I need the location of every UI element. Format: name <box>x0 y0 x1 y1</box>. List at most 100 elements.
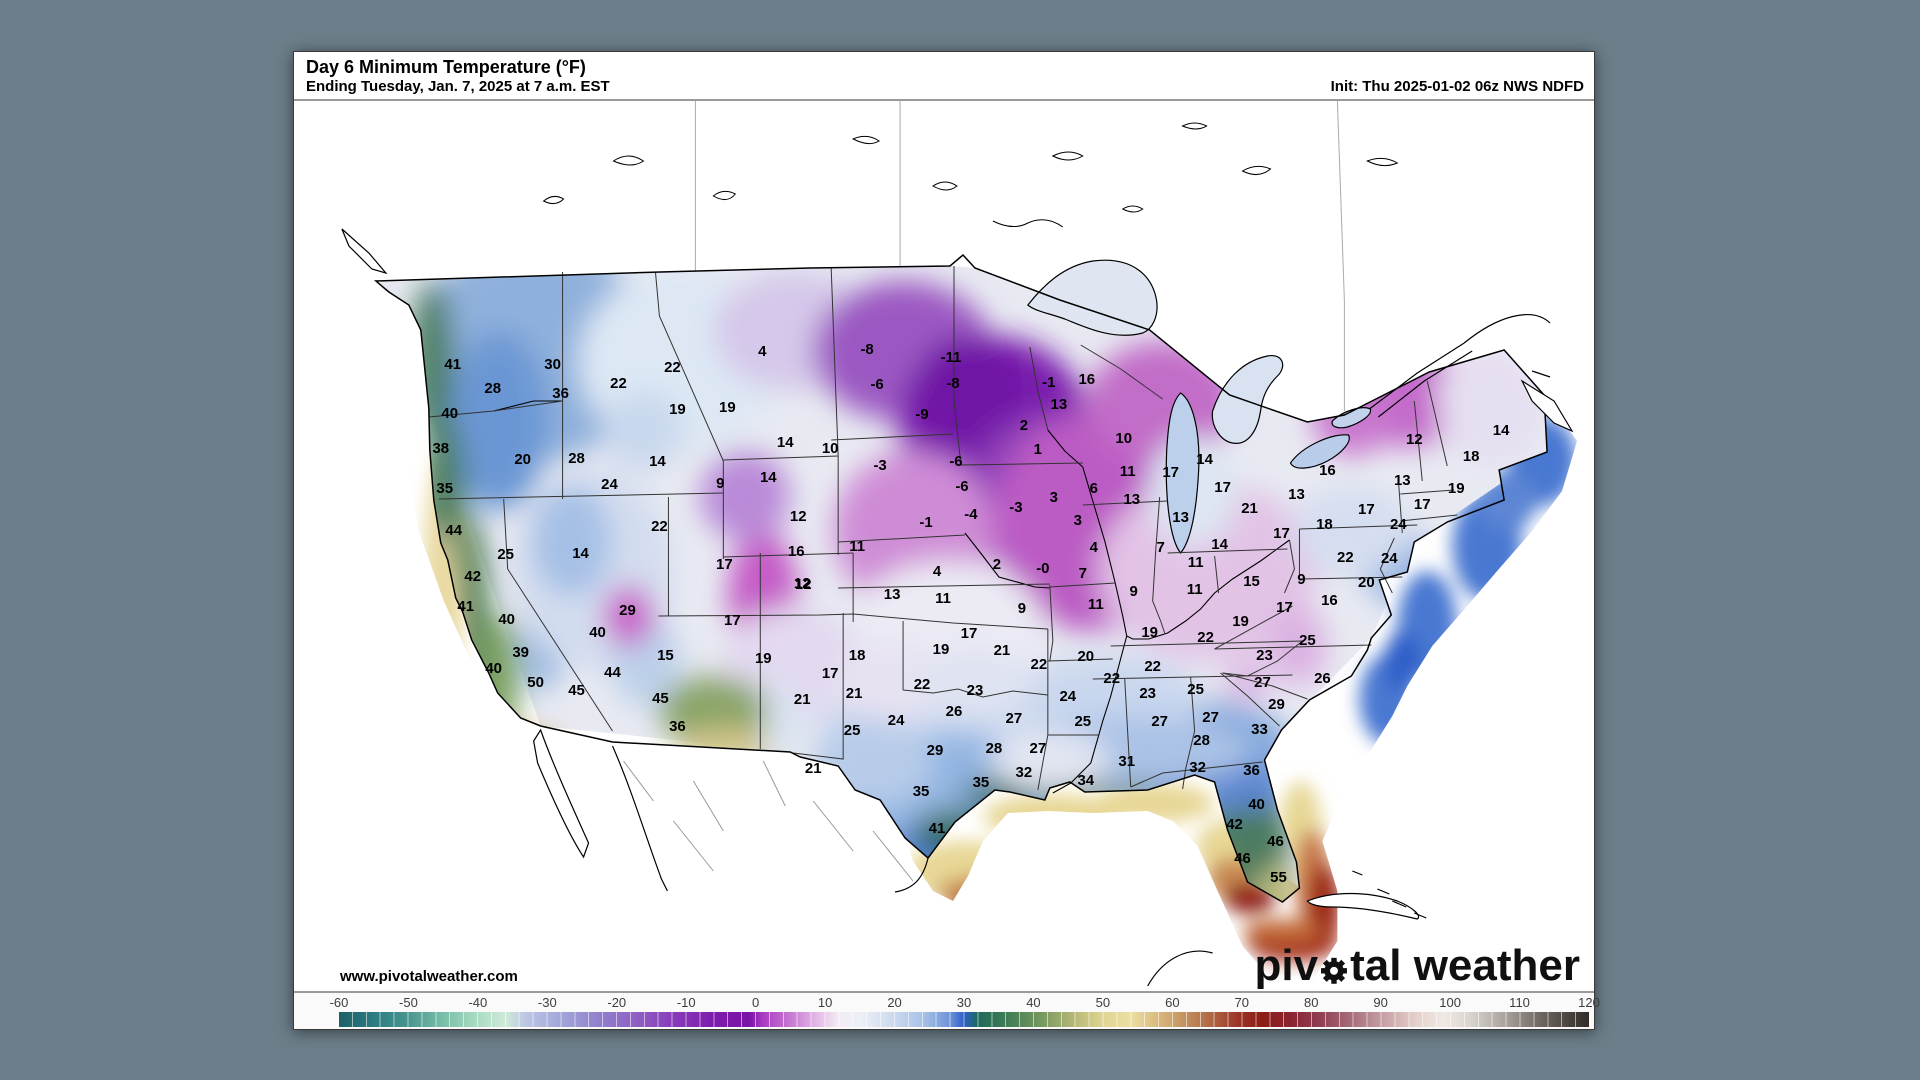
temp-label: 14 <box>572 545 589 562</box>
temp-label: -6 <box>870 376 883 393</box>
temp-label: 22 <box>1337 549 1354 566</box>
temp-label: 4 <box>758 343 767 360</box>
temp-label: 15 <box>1243 573 1260 590</box>
temp-label: 12 <box>790 508 807 525</box>
temp-label: 4 <box>1090 539 1099 556</box>
page-subtitle: Ending Tuesday, Jan. 7, 2025 at 7 a.m. E… <box>306 78 610 95</box>
temp-label: 28 <box>484 380 501 397</box>
colorbar-tick: 110 <box>1509 995 1530 1010</box>
temp-label: 22 <box>1144 658 1161 675</box>
temp-label: 22 <box>914 676 931 693</box>
temp-label: 18 <box>1316 516 1333 533</box>
colorbar-tick: 120 <box>1578 995 1600 1010</box>
temp-label: 33 <box>1251 721 1268 738</box>
temp-label: 13 <box>1123 491 1140 508</box>
temp-label: 32 <box>1189 759 1206 776</box>
temp-label: 26 <box>1314 670 1331 687</box>
temp-label: 27 <box>1006 710 1023 727</box>
temp-label: 45 <box>568 682 585 699</box>
lake-ontario <box>1331 407 1372 429</box>
temp-label: 16 <box>1321 592 1338 609</box>
temp-label: 44 <box>604 664 621 681</box>
colorbar-tick: -20 <box>607 995 627 1010</box>
temp-label: 11 <box>1187 581 1203 598</box>
temp-label: 12 <box>795 576 812 593</box>
temp-label: 17 <box>1273 525 1290 542</box>
land-temperature-field <box>375 255 1548 902</box>
temp-label: 32 <box>1016 764 1033 781</box>
temp-label: 22 <box>1103 670 1120 687</box>
map-panel: Day 6 Minimum Temperature (°F) Ending Tu… <box>293 51 1600 1030</box>
header-titles: Day 6 Minimum Temperature (°F) Ending Tu… <box>306 56 610 97</box>
lake-erie <box>1289 434 1350 469</box>
temp-label: 24 <box>1381 550 1398 567</box>
temp-label: 12 <box>794 575 811 592</box>
colorbar-tick: -10 <box>676 995 696 1010</box>
temp-label: 24 <box>601 476 618 493</box>
temp-label: 13 <box>1288 486 1305 503</box>
temp-label: 12 <box>1406 431 1423 448</box>
colorbar-segments <box>339 1012 1589 1027</box>
temp-label: 6 <box>1090 480 1098 497</box>
temp-label: 40 <box>441 405 458 422</box>
temp-label: 24 <box>888 712 905 729</box>
temp-label: 29 <box>619 602 636 619</box>
temp-label: 13 <box>1051 396 1068 413</box>
lake-superior <box>1027 259 1158 336</box>
temp-label: 27 <box>1202 709 1219 726</box>
temp-label: 24 <box>1059 688 1076 705</box>
us-coastline <box>373 253 1548 903</box>
temp-label: 44 <box>445 522 462 539</box>
logo-text-left: piv <box>1254 941 1319 990</box>
temp-label: 25 <box>1187 681 1204 698</box>
temp-label: 38 <box>432 440 449 457</box>
gear-icon <box>1321 957 1348 984</box>
temp-label: 20 <box>1358 574 1375 591</box>
temp-label: 25 <box>1299 632 1316 649</box>
temp-label: 40 <box>498 611 515 628</box>
colorbar-tick: -30 <box>537 995 557 1010</box>
temp-label: 10 <box>822 440 839 457</box>
mexico-state-borders <box>623 760 914 882</box>
temp-label: 22 <box>1197 629 1214 646</box>
temp-label: 9 <box>1297 571 1305 588</box>
temp-label: 46 <box>1234 850 1251 867</box>
temp-label: 25 <box>844 722 861 739</box>
canada-lakes <box>542 122 1399 228</box>
colorbar-tick: -50 <box>399 995 418 1010</box>
temp-label: 41 <box>457 598 474 615</box>
colorbar-tick: 30 <box>956 995 972 1010</box>
temp-label: -6 <box>949 453 962 470</box>
colorbar-tick: 90 <box>1373 995 1388 1010</box>
temp-label: -8 <box>946 375 959 392</box>
temp-label: -9 <box>915 406 928 423</box>
temp-label: 7 <box>1157 539 1165 556</box>
temp-label: 14 <box>1493 422 1510 439</box>
temp-label: 11 <box>849 538 865 555</box>
temp-label: 35 <box>973 774 990 791</box>
temp-label: 27 <box>1151 713 1168 730</box>
colorbar-tick: 50 <box>1095 995 1111 1010</box>
temp-label: 25 <box>1074 713 1091 730</box>
temp-label: 14 <box>649 453 666 470</box>
colorbar-tick: -40 <box>468 995 488 1010</box>
temp-label: 45 <box>652 690 669 707</box>
temp-label: 3 <box>1050 489 1058 506</box>
province-borders <box>694 101 1345 411</box>
temp-label: 20 <box>514 451 531 468</box>
temp-label: 17 <box>1214 479 1231 496</box>
temp-label: 46 <box>1267 833 1284 850</box>
temp-label: 7 <box>1079 565 1087 582</box>
temp-label: 16 <box>1078 371 1095 388</box>
temp-label: 36 <box>1243 762 1260 779</box>
temp-label: 34 <box>1077 772 1094 789</box>
temp-label: 14 <box>777 434 794 451</box>
colorbar: -60 -50 -40 -30 -20 -10 0 10 20 30 40 50 60 70 80 90 100… <box>294 991 1600 1029</box>
colorbar-tick: 70 <box>1234 995 1249 1010</box>
temp-label: 39 <box>512 644 529 661</box>
temp-label: 3 <box>1074 512 1082 529</box>
temp-label: 18 <box>1463 448 1480 465</box>
temp-label: 19 <box>755 650 772 667</box>
